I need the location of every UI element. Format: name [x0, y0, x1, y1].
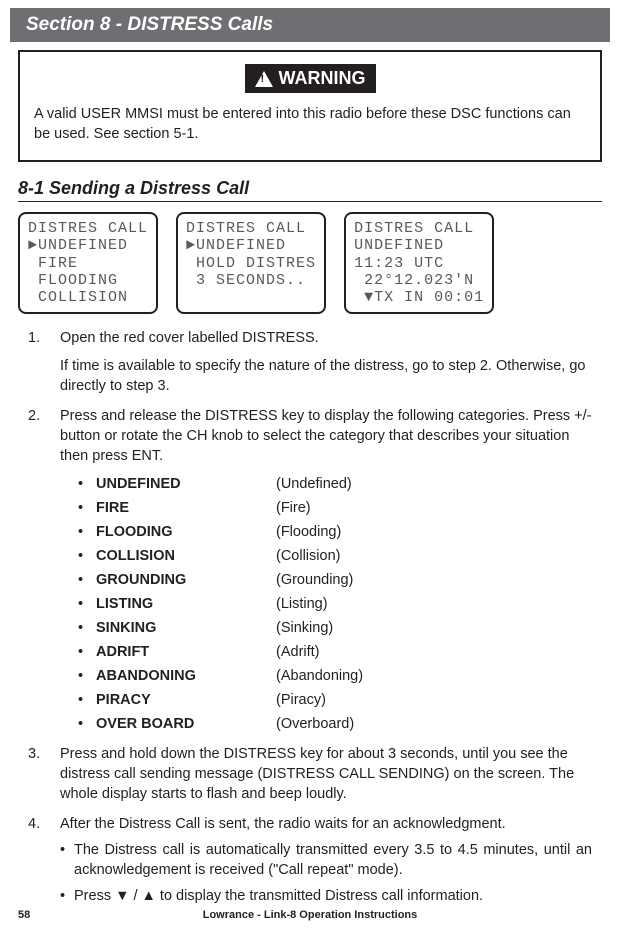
category-row: •GROUNDING(Grounding) [78, 570, 592, 590]
content: Open the red cover labelled DISTRESS. If… [28, 328, 592, 906]
category-term: LISTING [96, 594, 276, 614]
step-1-text: Open the red cover labelled DISTRESS. [60, 330, 319, 346]
warning-text: A valid USER MMSI must be entered into t… [34, 105, 586, 144]
warning-label: WARNING [279, 68, 366, 89]
category-term: UNDEFINED [96, 474, 276, 494]
bullet: • [78, 546, 96, 566]
category-row: •UNDEFINED(Undefined) [78, 474, 592, 494]
category-row: •ABANDONING(Abandoning) [78, 666, 592, 686]
footer-title: Lowrance - Link-8 Operation Instructions [0, 909, 620, 921]
category-desc: (Listing) [276, 594, 328, 614]
bullet: • [78, 474, 96, 494]
subsection-title: 8-1 Sending a Distress Call [18, 178, 602, 202]
section-header: Section 8 - DISTRESS Calls [10, 8, 610, 42]
category-term: PIRACY [96, 690, 276, 710]
category-term: GROUNDING [96, 570, 276, 590]
step-4: After the Distress Call is sent, the rad… [28, 814, 592, 906]
bullet: • [78, 642, 96, 662]
category-term: ADRIFT [96, 642, 276, 662]
warning-box: WARNING A valid USER MMSI must be entere… [18, 50, 602, 162]
category-desc: (Abandoning) [276, 666, 363, 686]
category-row: •OVER BOARD(Overboard) [78, 714, 592, 734]
category-desc: (Flooding) [276, 522, 341, 542]
step-4-bullet-1: The Distress call is automatically trans… [60, 840, 592, 880]
steps-list: Open the red cover labelled DISTRESS. If… [28, 328, 592, 906]
warning-badge: WARNING [245, 64, 376, 93]
footer: 58 Lowrance - Link-8 Operation Instructi… [0, 909, 620, 921]
step-1: Open the red cover labelled DISTRESS. If… [28, 328, 592, 396]
step-2: Press and release the DISTRESS key to di… [28, 406, 592, 734]
step-4-bullet-2: Press ▼ / ▲ to display the transmitted D… [60, 886, 592, 906]
step-3-text: Press and hold down the DISTRESS key for… [60, 746, 574, 802]
category-term: OVER BOARD [96, 714, 276, 734]
category-term: SINKING [96, 618, 276, 638]
lcd-screen-1: DISTRES CALL ►UNDEFINED FIRE FLOODING CO… [18, 212, 158, 314]
bullet: • [78, 522, 96, 542]
lcd-screen-2: DISTRES CALL ►UNDEFINED HOLD DISTRES 3 S… [176, 212, 326, 314]
category-term: FLOODING [96, 522, 276, 542]
category-term: FIRE [96, 498, 276, 518]
category-row: •PIRACY(Piracy) [78, 690, 592, 710]
bullet: • [78, 714, 96, 734]
bullet: • [78, 618, 96, 638]
category-row: •ADRIFT(Adrift) [78, 642, 592, 662]
lcd-screen-3: DISTRES CALL UNDEFINED 11:23 UTC 22°12.0… [344, 212, 494, 314]
bullet: • [78, 570, 96, 590]
category-row: •LISTING(Listing) [78, 594, 592, 614]
warning-triangle-icon [255, 71, 273, 87]
category-row: •FLOODING(Flooding) [78, 522, 592, 542]
category-term: ABANDONING [96, 666, 276, 686]
category-row: •FIRE(Fire) [78, 498, 592, 518]
step-4-text: After the Distress Call is sent, the rad… [60, 816, 506, 832]
lcd-row: DISTRES CALL ►UNDEFINED FIRE FLOODING CO… [18, 212, 602, 314]
bullet: • [78, 666, 96, 686]
category-term: COLLISION [96, 546, 276, 566]
category-desc: (Fire) [276, 498, 311, 518]
category-desc: (Undefined) [276, 474, 352, 494]
category-desc: (Adrift) [276, 642, 320, 662]
category-desc: (Overboard) [276, 714, 354, 734]
category-desc: (Collision) [276, 546, 340, 566]
step-3: Press and hold down the DISTRESS key for… [28, 744, 592, 804]
bullet: • [78, 594, 96, 614]
category-row: •SINKING(Sinking) [78, 618, 592, 638]
page-number: 58 [18, 909, 30, 921]
category-row: •COLLISION(Collision) [78, 546, 592, 566]
category-list: •UNDEFINED(Undefined)•FIRE(Fire)•FLOODIN… [78, 474, 592, 734]
bullet: • [78, 690, 96, 710]
category-desc: (Sinking) [276, 618, 333, 638]
step-4-bullets: The Distress call is automatically trans… [60, 840, 592, 906]
category-desc: (Grounding) [276, 570, 353, 590]
step-1-para2: If time is available to specify the natu… [60, 356, 592, 396]
bullet: • [78, 498, 96, 518]
category-desc: (Piracy) [276, 690, 326, 710]
step-2-text: Press and release the DISTRESS key to di… [60, 408, 592, 464]
